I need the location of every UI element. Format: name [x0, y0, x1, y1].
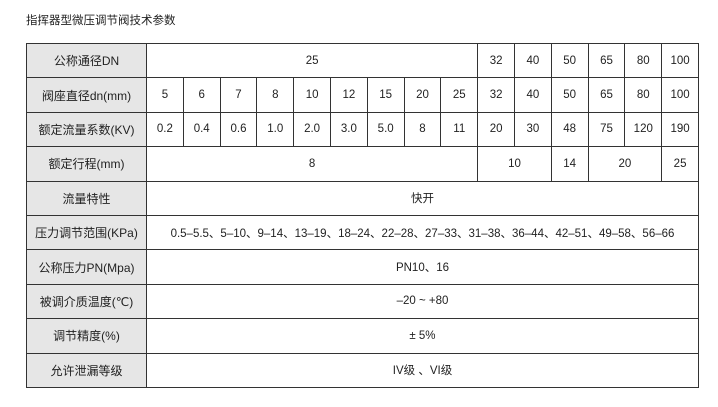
cell: 2.0	[293, 111, 331, 148]
cell: 8	[256, 77, 295, 113]
cell: 11	[440, 111, 479, 148]
cell: 0.5–5.5、5–10、9–14、13–19、18–24、22–28、27–3…	[146, 214, 699, 251]
cell: 80	[624, 77, 663, 113]
row-label: 流量特性	[26, 180, 147, 216]
cell: 20	[403, 77, 442, 113]
table-row-pn: 公称压力PN(Mpa) PN10、16	[26, 249, 699, 285]
cell: 100	[661, 77, 699, 113]
cell: 25	[661, 146, 699, 182]
table-row-dn: 公称通径DN 25 32 40 50 65 80 100	[26, 42, 699, 79]
table-row-leakage: 允许泄漏等级 IV级 、VI级	[26, 352, 699, 388]
table-row-kv: 额定流量系数(KV) 0.2 0.4 0.6 1.0 2.0 3.0 5.0 8 11 20 30 4…	[26, 111, 699, 148]
cell: 0.2	[146, 111, 184, 148]
cell: 20	[587, 146, 663, 182]
cell: 0.6	[219, 111, 258, 148]
spec-table: 公称通径DN 25 32 40 50 65 80 100 阀座直径dn(mm) …	[26, 42, 699, 388]
cell: 0.4	[182, 111, 221, 148]
cell: 20	[477, 111, 515, 148]
cell: 10	[293, 77, 331, 113]
cell: PN10、16	[146, 249, 699, 285]
cell: 100	[661, 42, 699, 79]
cell: 6	[182, 77, 221, 113]
row-label: 允许泄漏等级	[26, 352, 147, 388]
cell: –20 ~ +80	[146, 283, 699, 320]
cell: 12	[329, 77, 368, 113]
table-row-stroke: 额定行程(mm) 8 10 14 20 25	[26, 146, 699, 182]
row-label: 压力调节范围(KPa)	[26, 214, 147, 251]
cell: 120	[624, 111, 663, 148]
cell: 7	[219, 77, 258, 113]
cell: 40	[513, 77, 552, 113]
cell: 65	[587, 42, 626, 79]
cell: 1.0	[256, 111, 295, 148]
cell: 30	[513, 111, 552, 148]
row-label: 公称压力PN(Mpa)	[26, 249, 147, 285]
table-row-flow: 流量特性 快开	[26, 180, 699, 216]
table-row-seat: 阀座直径dn(mm) 5 6 7 8 10 12 15 20 25 32 40 50 65 80 100	[26, 77, 699, 113]
cell: 32	[477, 42, 515, 79]
cell: IV级 、VI级	[146, 352, 699, 388]
cell: 25	[145, 42, 479, 79]
cell: 5.0	[366, 111, 405, 148]
cell: 15	[366, 77, 405, 113]
table-row-temp: 被调介质温度(℃) –20 ~ +80	[26, 283, 699, 320]
row-label: 阀座直径dn(mm)	[26, 77, 147, 113]
row-label: 额定行程(mm)	[26, 146, 147, 182]
cell: 25	[440, 77, 479, 113]
cell: 48	[550, 111, 589, 148]
cell: 32	[477, 77, 515, 113]
cell: 40	[513, 42, 552, 79]
row-label: 被调介质温度(℃)	[26, 283, 147, 320]
cell: 50	[550, 77, 589, 113]
cell: ± 5%	[146, 318, 699, 354]
cell: 190	[661, 111, 699, 148]
cell: 65	[587, 77, 626, 113]
page-title: 指挥器型微压调节阀技术参数	[26, 15, 176, 27]
cell: 5	[146, 77, 184, 113]
row-label: 调节精度(%)	[26, 318, 147, 354]
cell: 8	[145, 146, 479, 182]
cell: 8	[403, 111, 442, 148]
cell: 75	[587, 111, 626, 148]
row-label: 公称通径DN	[26, 42, 147, 79]
row-label: 额定流量系数(KV)	[26, 111, 147, 148]
cell: 50	[550, 42, 589, 79]
table-row-pressure-range: 压力调节范围(KPa) 0.5–5.5、5–10、9–14、13–19、18–2…	[26, 214, 699, 251]
table-row-accuracy: 调节精度(%) ± 5%	[26, 318, 699, 354]
cell: 80	[624, 42, 663, 79]
cell: 14	[550, 146, 589, 182]
cell: 3.0	[329, 111, 368, 148]
cell: 10	[477, 146, 552, 182]
cell: 快开	[146, 180, 699, 216]
